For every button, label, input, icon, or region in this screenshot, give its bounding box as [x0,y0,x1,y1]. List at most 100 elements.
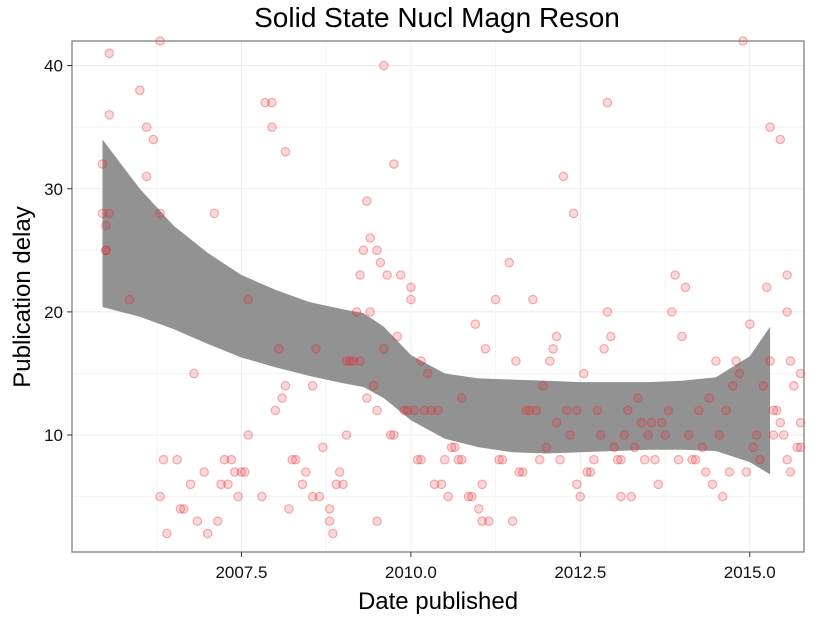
data-point [300,467,311,477]
data-point [639,454,650,465]
data-point [135,85,145,96]
data-point [185,479,196,490]
data-point [694,405,704,416]
data-point [389,159,399,169]
data-point [385,430,396,440]
data-point [494,454,504,465]
data-point [697,442,708,453]
data-point [785,467,796,477]
data-point [626,491,636,502]
data-point [680,282,691,293]
data-point [158,454,169,465]
data-point [622,405,633,416]
data-point [704,393,714,403]
data-point [673,454,684,465]
data-point [633,393,643,403]
data-point [541,442,552,453]
data-point [572,405,582,416]
data-point [341,430,352,440]
data-point [365,307,375,317]
data-point [555,454,565,465]
data-point [670,270,680,280]
y-axis-title: Publication delay [9,206,36,387]
data-point [216,479,226,490]
data-point [585,467,596,477]
data-point [155,208,165,219]
data-point [101,245,111,256]
data-point [155,491,165,502]
data-point [256,491,267,502]
data-point [643,430,653,440]
data-point [795,417,806,428]
data-point [419,405,430,416]
data-point [446,442,457,453]
data-point [270,405,281,416]
data-point [338,479,348,490]
x-axis-ticks: 2007.5 2010.0 2012.5 2015.0 [215,552,776,582]
data-point [714,430,725,440]
data-point [429,479,440,490]
data-point [372,516,382,526]
data-point [616,454,626,465]
data-point [233,491,243,502]
data-point [212,516,223,526]
data-point [202,528,213,539]
data-point [439,454,450,465]
data-point [734,368,745,379]
data-point [575,491,586,502]
data-point [609,442,619,453]
data-point [517,467,528,477]
data-point [372,245,382,256]
data-point [690,454,701,465]
x-tick-label: 2015.0 [724,563,776,582]
data-point [328,528,338,539]
data-point [721,405,731,416]
data-point [605,331,616,342]
smooth-confidence-band [102,139,771,475]
data-point [568,208,579,219]
data-point [558,171,569,182]
data-point [741,467,752,477]
data-point [101,220,111,231]
data-point [399,405,409,416]
data-point [663,405,674,416]
data-point [348,356,359,366]
data-point [650,454,660,465]
data-point [619,430,630,440]
data-point [199,467,209,477]
y-tick-label: 30 [44,180,63,199]
data-point [375,257,386,268]
data-point [717,491,728,502]
data-point [240,467,250,477]
data-point [751,430,762,440]
data-point [507,516,518,526]
data-point [531,405,542,416]
data-point [97,159,108,169]
data-point [504,257,514,268]
data-point [372,405,382,416]
data-point [229,467,240,477]
data-point [280,380,291,391]
data-point [358,245,369,256]
data-point [368,380,379,391]
data-point [97,208,108,219]
x-tick-label: 2007.5 [215,563,267,582]
data-point [470,319,481,329]
data-point [782,307,792,317]
data-point [273,343,284,354]
data-point [683,430,694,440]
data-point [341,356,352,366]
data-point [477,516,487,526]
data-point [782,454,792,465]
data-point [314,491,325,502]
data-point [582,467,592,477]
data-point [436,479,447,490]
data-point [284,504,294,514]
plot-panel-border [71,40,805,553]
data-point [422,368,433,379]
data-point [345,356,355,366]
data-point [287,454,298,465]
data-point [104,110,115,120]
data-point [219,454,230,465]
data-point [223,479,233,490]
